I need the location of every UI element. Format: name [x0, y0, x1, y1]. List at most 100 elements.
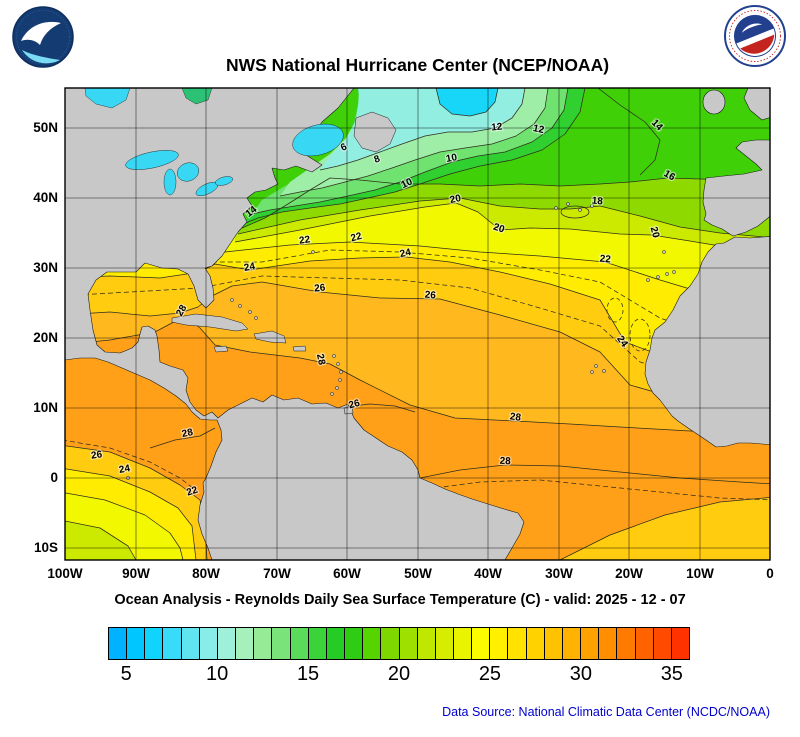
gulf-of-st-lawrence [292, 123, 344, 157]
colorbar-cell [272, 628, 291, 659]
contour-label: 26 [314, 283, 326, 295]
contour-label: 8 [373, 153, 382, 165]
nws-logo [724, 5, 786, 67]
data-source-note: Data Source: National Climatic Data Cent… [442, 705, 770, 719]
americas-landmass [65, 88, 525, 560]
contour-label: 10 [445, 152, 458, 165]
colorbar-cell [399, 628, 418, 659]
y-axis-label: 50N [33, 120, 58, 135]
x-axis-label: 60W [333, 566, 361, 581]
colorbar-cell [453, 628, 473, 659]
y-axis-label: 10N [33, 400, 58, 415]
nws-logo-emblem [734, 15, 776, 57]
y-axis-label: 40N [33, 190, 58, 205]
newfoundland [353, 111, 397, 153]
colorbar-cell [617, 628, 636, 659]
x-axis-label: 30W [545, 566, 573, 581]
colorbar-cell [562, 628, 582, 659]
islands [126, 111, 676, 480]
x-axis-label: 40W [474, 566, 502, 581]
colorbar-tick-label: 10 [206, 663, 229, 685]
colorbar-tick-label: 20 [387, 663, 411, 685]
contour-label: 24 [118, 463, 131, 476]
colorbar-cell [290, 628, 309, 659]
colorbar-cell [236, 628, 255, 659]
contour-label: 22 [350, 231, 364, 245]
colorbar-cell [326, 628, 346, 659]
colorbar-cell [671, 628, 689, 659]
jamaica [213, 345, 229, 353]
colorbar-cell [217, 628, 237, 659]
contour-label: 28 [181, 427, 195, 440]
colorbar-cell [581, 628, 600, 659]
contour-label: 20 [648, 226, 662, 240]
y-axis-label: 20N [33, 330, 58, 345]
iberia-france-landmass [702, 139, 770, 237]
hudson-bay [84, 88, 131, 109]
colorbar-cell [254, 628, 273, 659]
contour-label: 22 [185, 485, 199, 499]
colorbar-tick-label: 30 [569, 663, 592, 685]
cuba [171, 313, 249, 332]
page-title: NWS National Hurricane Center (NCEP/NOAA… [225, 55, 610, 75]
lake-michigan [163, 168, 177, 196]
contour-label: 26 [424, 290, 436, 302]
hispaniola [253, 330, 287, 344]
colorbar-cell [145, 628, 164, 659]
isotherm-contour-lines [65, 88, 770, 560]
colorbar-cell [199, 628, 218, 659]
colorbar-cell [544, 628, 563, 659]
x-axis-label: 20W [615, 566, 643, 581]
colorbar-cell [435, 628, 454, 659]
colorbar-cell [308, 628, 327, 659]
nws-bird-icon [741, 23, 763, 33]
colorbar-cell [181, 628, 200, 659]
nws-logo-ring-text [729, 10, 781, 62]
noaa-seagull-icon [21, 21, 61, 45]
colorbar-cell [109, 628, 128, 659]
contour-label: 18 [591, 196, 603, 208]
africa-landmass [644, 236, 770, 448]
britain-landmass [743, 88, 770, 121]
colorbar-tick-label: 5 [120, 663, 132, 685]
contour-label: 22 [298, 234, 311, 247]
contour-label: 28 [314, 353, 327, 367]
y-axis-label: 30N [33, 260, 58, 275]
colorbar-cell [345, 628, 364, 659]
contour-label: 12 [532, 123, 546, 136]
x-axis-label: 70W [263, 566, 291, 581]
contour-label: 12 [491, 122, 503, 134]
x-axis-label: 50W [404, 566, 432, 581]
contour-label: 24 [399, 247, 413, 260]
colorbar-cell [127, 628, 146, 659]
colorbar-cell [635, 628, 654, 659]
x-axis-label: 80W [192, 566, 220, 581]
x-axis-label: 90W [122, 566, 150, 581]
lat-lon-grid [65, 88, 770, 560]
colorbar-cell [508, 628, 527, 659]
james-bay [181, 88, 213, 105]
contour-label: 28 [499, 456, 511, 468]
temperature-colorbar [108, 627, 690, 660]
noaa-logo [12, 6, 74, 68]
x-axis-label: 0 [766, 566, 774, 581]
puerto-rico [292, 345, 307, 352]
colorbar-tick-label: 35 [660, 663, 683, 685]
y-axis-label: 0 [50, 470, 58, 485]
contour-label: 24 [243, 261, 256, 274]
contour-label: 22 [599, 254, 611, 266]
map-subtitle: Ocean Analysis - Reynolds Daily Sea Surf… [114, 592, 686, 608]
ireland-landmass [702, 89, 726, 115]
contour-label: 20 [449, 193, 463, 206]
land-masses [65, 88, 770, 560]
contour-label: 26 [90, 449, 103, 462]
contour-label: 20 [492, 222, 506, 236]
colorbar-cell [163, 628, 182, 659]
lakes-and-bays [84, 88, 344, 197]
y-axis-label: 10S [33, 540, 58, 555]
colorbar-tick-label: 15 [296, 663, 320, 685]
colorbar-cell [417, 628, 436, 659]
